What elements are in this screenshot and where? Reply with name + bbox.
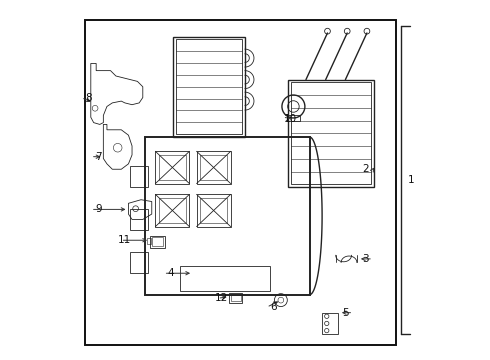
Text: 8: 8: [85, 93, 92, 103]
Bar: [130, 209, 148, 230]
Bar: [231, 295, 241, 301]
Bar: [130, 166, 148, 187]
Bar: [200, 155, 227, 180]
Text: 1: 1: [408, 175, 415, 185]
Text: 5: 5: [343, 308, 349, 318]
Bar: [159, 155, 186, 180]
Text: 12: 12: [215, 293, 228, 303]
Bar: [288, 80, 374, 187]
Text: 7: 7: [95, 152, 101, 162]
Bar: [196, 151, 231, 184]
Text: 11: 11: [118, 235, 131, 245]
Bar: [176, 40, 242, 134]
Text: 4: 4: [168, 268, 174, 278]
Text: 10: 10: [284, 114, 297, 124]
Bar: [322, 313, 338, 334]
Bar: [130, 252, 148, 273]
Text: 6: 6: [270, 302, 277, 312]
Bar: [152, 237, 163, 246]
Bar: [291, 82, 371, 184]
Bar: [180, 266, 270, 291]
Text: 2: 2: [362, 164, 369, 174]
Bar: [200, 198, 227, 223]
Bar: [173, 37, 245, 137]
Bar: [196, 194, 231, 226]
Bar: [85, 21, 395, 345]
Bar: [155, 151, 190, 184]
Bar: [159, 198, 186, 223]
Bar: [147, 238, 151, 244]
Text: 9: 9: [95, 204, 101, 215]
Bar: [150, 235, 165, 248]
Bar: [145, 137, 310, 295]
Bar: [287, 115, 299, 121]
Bar: [155, 194, 190, 226]
Bar: [229, 293, 243, 303]
Text: 3: 3: [362, 254, 369, 264]
